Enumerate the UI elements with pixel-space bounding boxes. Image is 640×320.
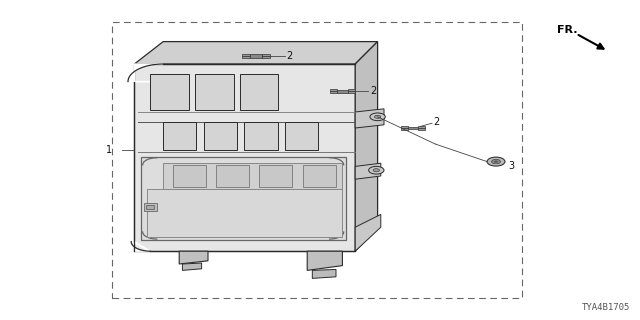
- Polygon shape: [134, 64, 355, 251]
- Bar: [112, 22, 522, 298]
- Polygon shape: [163, 163, 342, 189]
- Polygon shape: [240, 74, 278, 110]
- Polygon shape: [401, 126, 408, 128]
- Polygon shape: [150, 74, 189, 110]
- Polygon shape: [408, 126, 418, 130]
- Circle shape: [492, 159, 500, 164]
- Text: 2: 2: [370, 86, 376, 96]
- Polygon shape: [337, 90, 348, 93]
- Polygon shape: [330, 92, 337, 93]
- Polygon shape: [179, 251, 208, 264]
- Polygon shape: [182, 263, 202, 270]
- Text: TYA4B1705: TYA4B1705: [582, 303, 630, 312]
- Polygon shape: [195, 74, 234, 110]
- Polygon shape: [355, 109, 384, 128]
- Polygon shape: [216, 165, 249, 187]
- Circle shape: [374, 115, 381, 118]
- Polygon shape: [401, 128, 408, 130]
- Text: 1: 1: [106, 145, 112, 156]
- Polygon shape: [348, 89, 355, 91]
- Circle shape: [370, 113, 385, 121]
- Polygon shape: [242, 56, 250, 58]
- Text: 2: 2: [287, 51, 293, 61]
- Polygon shape: [355, 214, 381, 251]
- Polygon shape: [355, 42, 378, 251]
- Polygon shape: [262, 54, 270, 56]
- Polygon shape: [418, 126, 424, 128]
- Polygon shape: [307, 251, 342, 270]
- Circle shape: [487, 157, 505, 166]
- Polygon shape: [244, 122, 278, 150]
- Text: 3: 3: [509, 161, 515, 172]
- Polygon shape: [418, 128, 424, 130]
- Bar: [146, 205, 154, 209]
- Text: FR.: FR.: [557, 25, 577, 36]
- Polygon shape: [204, 122, 237, 150]
- Polygon shape: [147, 189, 342, 237]
- Bar: [144, 203, 157, 211]
- Polygon shape: [242, 54, 250, 56]
- Polygon shape: [128, 64, 163, 82]
- Polygon shape: [285, 122, 318, 150]
- Polygon shape: [348, 92, 355, 93]
- Polygon shape: [330, 89, 337, 91]
- Polygon shape: [134, 42, 378, 64]
- Polygon shape: [355, 163, 381, 179]
- Polygon shape: [250, 54, 262, 58]
- Polygon shape: [131, 242, 150, 251]
- Polygon shape: [163, 122, 196, 150]
- Polygon shape: [141, 157, 346, 240]
- Polygon shape: [312, 269, 336, 278]
- Polygon shape: [262, 56, 270, 58]
- Circle shape: [373, 169, 380, 172]
- Circle shape: [369, 166, 384, 174]
- Circle shape: [494, 161, 498, 163]
- Text: 2: 2: [433, 116, 440, 127]
- Polygon shape: [173, 165, 206, 187]
- Polygon shape: [259, 165, 292, 187]
- Polygon shape: [303, 165, 336, 187]
